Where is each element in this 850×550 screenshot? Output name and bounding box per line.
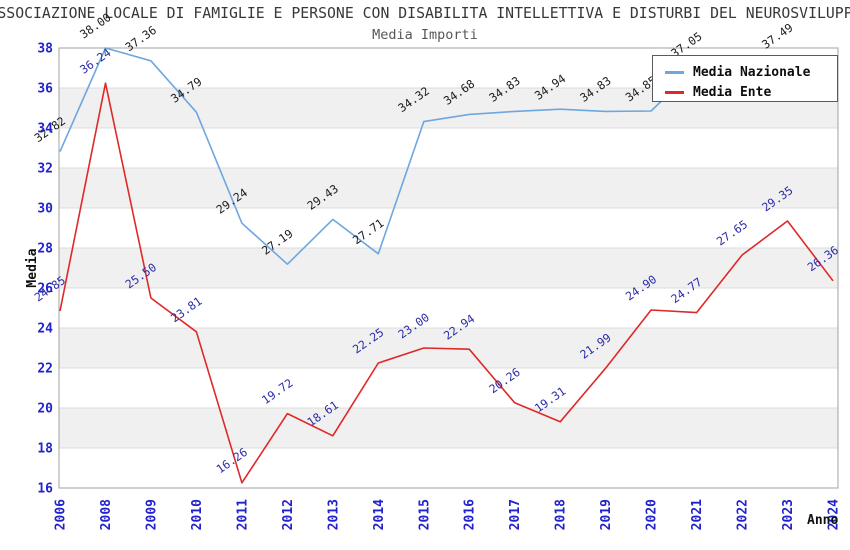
x-tick-label: 2016 bbox=[463, 499, 478, 530]
x-tick-label: 2024 bbox=[827, 499, 842, 530]
x-tick-label: 2018 bbox=[554, 499, 569, 530]
x-tick-label: 2020 bbox=[645, 499, 660, 530]
y-tick-label: 24 bbox=[37, 322, 53, 337]
x-tick-label: 2009 bbox=[144, 499, 159, 530]
data-label: 37.36 bbox=[123, 23, 159, 54]
x-tick-label: 2011 bbox=[235, 499, 250, 530]
x-tick-label: 2015 bbox=[417, 499, 432, 530]
data-label: 38.00 bbox=[77, 10, 113, 41]
y-tick-label: 16 bbox=[37, 482, 53, 497]
legend-label: Media Ente bbox=[693, 84, 772, 100]
legend: Media Nazionale Media Ente bbox=[652, 55, 838, 102]
legend-label: Media Nazionale bbox=[693, 64, 811, 80]
x-tick-label: 2006 bbox=[54, 499, 69, 530]
x-tick-label: 2012 bbox=[281, 499, 296, 530]
x-tick-label: 2014 bbox=[372, 499, 387, 530]
y-axis-title: Media bbox=[25, 248, 40, 287]
plot-band bbox=[59, 248, 838, 288]
legend-item-media-ente: Media Ente bbox=[665, 82, 837, 102]
plot-band bbox=[59, 168, 838, 208]
legend-item-media-nazionale: Media Nazionale bbox=[665, 62, 837, 82]
y-tick-label: 30 bbox=[37, 202, 53, 217]
y-tick-label: 26 bbox=[37, 282, 53, 297]
x-tick-label: 2023 bbox=[781, 499, 796, 530]
x-tick-label: 2021 bbox=[690, 499, 705, 530]
chart-subtitle: Media Importi bbox=[372, 27, 478, 43]
x-tick-label: 2019 bbox=[599, 499, 614, 530]
data-label: 37.49 bbox=[759, 20, 795, 51]
x-tick-label: 2008 bbox=[99, 499, 114, 530]
chart-title: ASSOCIAZIONE LOCALE DI FAMIGLIE E PERSON… bbox=[0, 5, 850, 22]
y-tick-label: 32 bbox=[37, 162, 53, 177]
y-tick-label: 18 bbox=[37, 442, 53, 457]
x-tick-label: 2010 bbox=[190, 499, 205, 530]
media-nazionale-line-swatch bbox=[665, 70, 684, 74]
y-tick-label: 28 bbox=[37, 242, 53, 257]
x-tick-label: 2013 bbox=[326, 499, 341, 530]
x-tick-label: 2017 bbox=[508, 499, 523, 530]
x-axis-title: Anno bbox=[807, 513, 838, 528]
data-label: 27.65 bbox=[714, 217, 750, 248]
y-tick-label: 38 bbox=[37, 42, 53, 57]
data-label: 23.81 bbox=[168, 294, 204, 325]
x-tick-label: 2022 bbox=[736, 499, 751, 530]
data-label: 27.71 bbox=[350, 216, 386, 247]
y-tick-label: 36 bbox=[37, 82, 53, 97]
data-label: 19.72 bbox=[259, 376, 295, 407]
plot-frame bbox=[58, 47, 839, 489]
y-tick-label: 20 bbox=[37, 402, 53, 417]
plot-band bbox=[59, 408, 838, 448]
y-tick-label: 22 bbox=[37, 362, 53, 377]
y-tick-label: 34 bbox=[37, 122, 53, 137]
media-ente-line-swatch bbox=[665, 90, 684, 94]
media-ente-line bbox=[59, 82, 834, 484]
